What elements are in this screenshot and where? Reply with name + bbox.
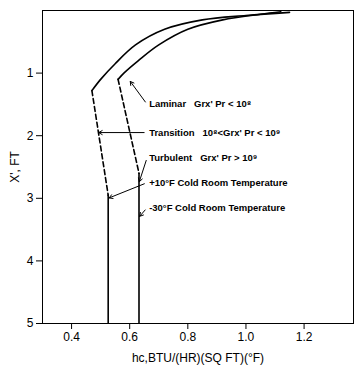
svg-text:Turbulent Grx' Pr > 10⁹: Turbulent Grx' Pr > 10⁹ bbox=[149, 152, 257, 163]
svg-text:Laminar Grx' Pr < 10⁸: Laminar Grx' Pr < 10⁸ bbox=[149, 98, 251, 109]
svg-text:3: 3 bbox=[27, 191, 34, 205]
svg-text:4: 4 bbox=[27, 254, 34, 268]
svg-text:5: 5 bbox=[27, 316, 34, 330]
svg-text:1: 1 bbox=[27, 66, 34, 80]
svg-text:1.2: 1.2 bbox=[296, 330, 313, 344]
svg-text:0.4: 0.4 bbox=[63, 330, 80, 344]
svg-text:+10°F Cold Room Temperature: +10°F Cold Room Temperature bbox=[149, 177, 287, 188]
svg-text:X', FT: X', FT bbox=[8, 151, 22, 183]
svg-text:-30°F Cold Room Temperature: -30°F Cold Room Temperature bbox=[149, 202, 285, 213]
svg-text:2: 2 bbox=[27, 129, 34, 143]
svg-text:Transition 10⁸<Grx' Pr < 10⁹: Transition 10⁸<Grx' Pr < 10⁹ bbox=[149, 127, 280, 138]
svg-text:1.0: 1.0 bbox=[238, 330, 255, 344]
svg-text:0.8: 0.8 bbox=[179, 330, 196, 344]
svg-text:hc,BTU/(HR)(SQ FT)(°F): hc,BTU/(HR)(SQ FT)(°F) bbox=[132, 351, 264, 365]
svg-text:0.6: 0.6 bbox=[121, 330, 138, 344]
